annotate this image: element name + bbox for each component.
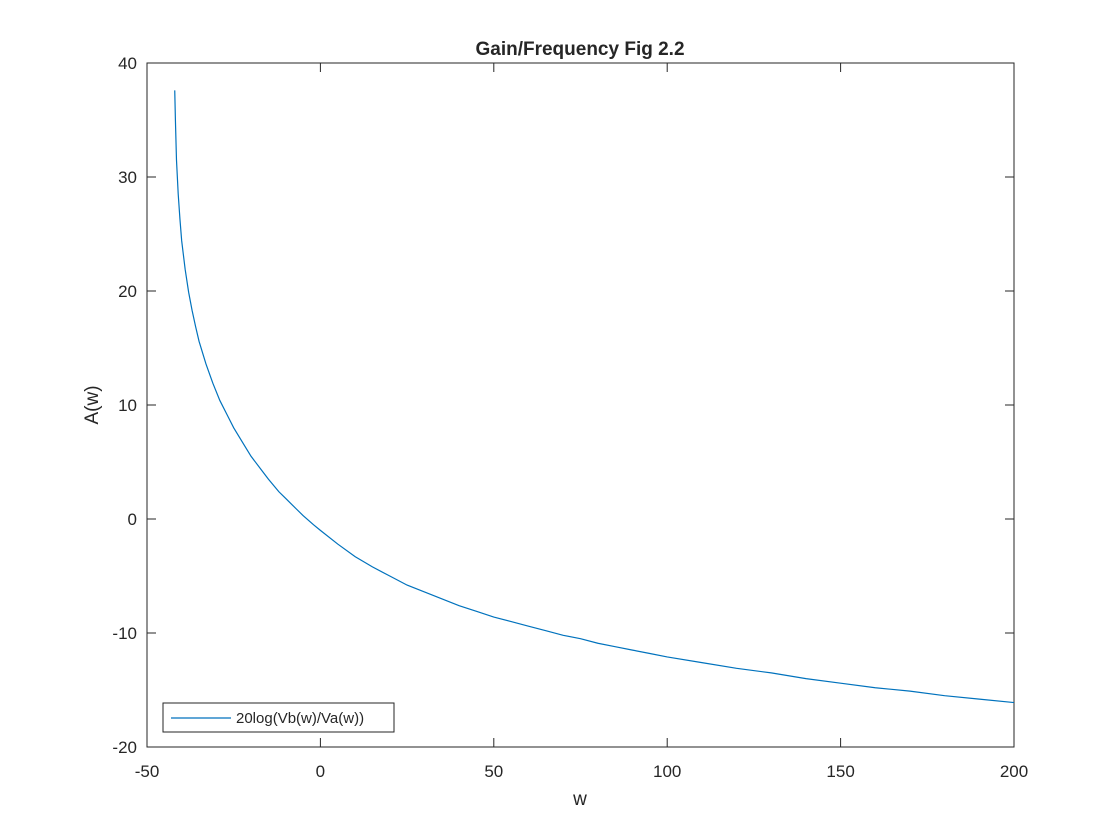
chart-title: Gain/Frequency Fig 2.2 [475, 39, 684, 60]
x-tick-label: 50 [484, 762, 503, 781]
x-tick-label: 150 [826, 762, 854, 781]
x-tick-label: 200 [1000, 762, 1028, 781]
plot-area [146, 62, 1015, 748]
y-tick-label: 30 [118, 168, 137, 187]
x-axis-label: w [572, 789, 587, 810]
y-axis-label: A(w) [82, 385, 103, 424]
y-tick-label: 10 [118, 396, 137, 415]
y-tick-label: 40 [118, 54, 137, 73]
y-tick-label: -10 [112, 624, 137, 643]
y-tick-label: 20 [118, 282, 137, 301]
y-tick-label: -20 [112, 738, 137, 757]
y-tick-label: 0 [128, 510, 137, 529]
x-tick-label: -50 [135, 762, 160, 781]
x-tick-label: 100 [653, 762, 681, 781]
axis-tick-labels: -50 0 50 100 150 200 -20 -10 0 10 20 30 40 [112, 54, 1028, 781]
legend-label-gain: 20log(Vb(w)/Va(w)) [236, 710, 364, 727]
legend: 20log(Vb(w)/Va(w)) [162, 702, 395, 733]
x-tick-label: 0 [316, 762, 325, 781]
axis-ticks [146, 62, 1015, 748]
series-line-gain [174, 90, 1015, 704]
